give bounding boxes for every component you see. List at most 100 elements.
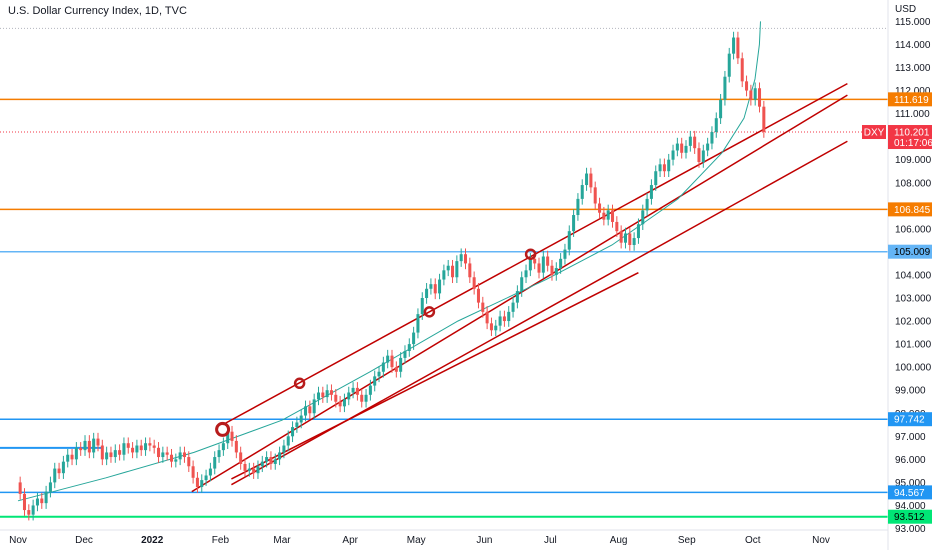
candle-body [22, 493, 26, 511]
candle-body [537, 263, 541, 273]
candle-body [92, 438, 96, 453]
candle-body [256, 466, 260, 474]
candle-body [515, 291, 519, 303]
candle-body [533, 258, 537, 264]
candle-body [732, 37, 736, 54]
candle-body [619, 231, 623, 243]
candle-body [321, 392, 325, 398]
candle-body [44, 491, 48, 504]
x-tick-label: Aug [610, 535, 628, 546]
y-tick-label: 111.000 [895, 109, 930, 120]
level-94-567-badge [888, 485, 932, 500]
touch-point-marker[interactable] [215, 421, 231, 437]
candle-body [373, 376, 377, 386]
candle-body [200, 480, 204, 488]
candle-body [191, 466, 195, 478]
x-tick-label: May [407, 535, 426, 546]
symbol-badge [862, 125, 886, 140]
y-tick-label: 104.000 [895, 270, 932, 281]
candle-body [433, 284, 437, 294]
y-tick-label: 102.000 [895, 317, 932, 328]
candle-body [520, 277, 524, 292]
candle-body [606, 210, 610, 220]
candle-body [394, 367, 398, 372]
candle-body [295, 422, 299, 428]
candle-body [18, 482, 22, 494]
level-97-742-badge [888, 412, 932, 427]
candle-body [40, 498, 44, 504]
candle-body [476, 288, 480, 303]
candle-body [182, 452, 186, 458]
candle-body [204, 475, 208, 481]
candle-body [502, 316, 506, 322]
candle-body [701, 150, 705, 163]
parabolic-curve[interactable] [17, 21, 761, 502]
candle-body [602, 212, 606, 220]
channel-middle-line[interactable] [191, 94, 848, 493]
y-tick-label: 94.000 [895, 501, 926, 512]
level-111-619-badge [888, 92, 932, 107]
candle-body [122, 443, 126, 455]
candle-body [399, 357, 403, 372]
candle-body [27, 510, 31, 515]
candle-body [31, 505, 35, 515]
candle-body [745, 81, 749, 91]
x-tick-label: 2022 [141, 535, 164, 546]
candle-body [57, 468, 61, 474]
channel-lower-line[interactable] [231, 140, 848, 486]
candle-body [455, 261, 459, 278]
candle-body [593, 187, 597, 204]
short-lower-line[interactable] [231, 271, 639, 480]
candle-body [139, 445, 143, 451]
candle-body [641, 210, 645, 225]
candle-body [226, 431, 230, 444]
candle-body [230, 431, 234, 441]
candle-body [598, 203, 602, 213]
candle-body [572, 215, 576, 232]
candle-body [96, 438, 100, 446]
y-tick-label: 93.000 [895, 524, 926, 535]
candle-body [684, 145, 688, 153]
y-tick-label: 112.000 [895, 86, 931, 97]
candle-body [585, 173, 589, 186]
x-tick-label: Jun [476, 535, 492, 546]
candle-body [485, 311, 489, 324]
y-tick-label: 101.000 [895, 340, 932, 351]
candle-body [195, 477, 199, 488]
candle-body [208, 468, 212, 476]
y-tick-label: 95.000 [895, 478, 926, 489]
level-97-742-label: 97.742 [894, 415, 925, 426]
current-price-label: 110.201 [894, 128, 930, 139]
candle-body [451, 265, 455, 278]
candle-body [273, 459, 277, 464]
candle-body [753, 88, 757, 100]
x-tick-label: Mar [273, 535, 291, 546]
candle-body [131, 447, 135, 453]
x-tick-label: Jul [544, 535, 557, 546]
level-106-845-label: 106.845 [894, 205, 931, 216]
candle-body [269, 457, 273, 464]
candle-body [282, 445, 286, 453]
touch-point-marker[interactable] [524, 248, 537, 260]
candle-body [740, 58, 744, 82]
candle-body [723, 76, 727, 100]
candle-body [667, 159, 671, 172]
candle-body [636, 224, 640, 239]
candle-body [377, 371, 381, 377]
candle-body [403, 351, 407, 358]
touch-point-marker[interactable] [423, 306, 436, 318]
candle-body [425, 288, 429, 298]
candle-body [299, 415, 303, 423]
candle-body [563, 249, 567, 259]
x-tick-label: Dec [75, 535, 93, 546]
candle-body [105, 452, 109, 460]
candle-body [334, 394, 338, 402]
candle-body [113, 450, 117, 458]
candle-body [390, 355, 394, 368]
candle-body [632, 238, 636, 245]
candle-body [109, 452, 113, 458]
candle-body [654, 171, 658, 186]
touch-point-marker[interactable] [293, 377, 306, 390]
candle-body [680, 143, 684, 153]
